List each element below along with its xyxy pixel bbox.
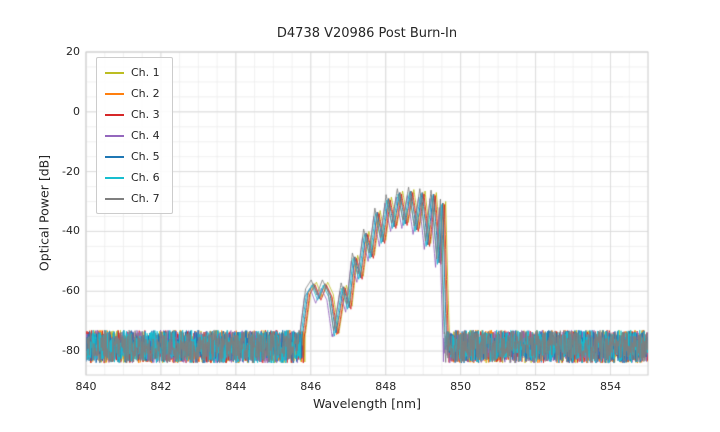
legend-line-swatch <box>105 134 124 137</box>
legend-entry: Ch. 4 <box>105 125 160 146</box>
x-tick-label: 852 <box>525 380 547 393</box>
legend-label: Ch. 5 <box>131 150 160 163</box>
legend-label: Ch. 4 <box>131 129 160 142</box>
legend-label: Ch. 3 <box>131 108 160 121</box>
legend-label: Ch. 6 <box>131 171 160 184</box>
y-tick-label: 0 <box>73 104 80 118</box>
legend-label: Ch. 7 <box>131 192 160 205</box>
legend-entry: Ch. 5 <box>105 146 160 167</box>
legend-label: Ch. 2 <box>131 87 160 100</box>
x-tick-label: 850 <box>450 380 472 393</box>
x-tick-label: 844 <box>225 380 247 393</box>
legend-line-swatch <box>105 155 124 158</box>
legend-entry: Ch. 3 <box>105 104 160 125</box>
x-tick-label: 846 <box>300 380 322 393</box>
y-tick-label: -20 <box>62 164 80 178</box>
y-tick-label: -60 <box>62 284 80 298</box>
legend-entry: Ch. 1 <box>105 62 160 83</box>
x-tick-label: 848 <box>375 380 397 393</box>
legend-entry: Ch. 2 <box>105 83 160 104</box>
x-axis-label: Wavelength [nm] <box>313 396 421 411</box>
chart-title: D4738 V20986 Post Burn-In <box>276 26 458 41</box>
y-tick-label: -80 <box>62 344 80 358</box>
legend-line-swatch <box>105 71 124 74</box>
legend-line-swatch <box>105 176 124 179</box>
legend-line-swatch <box>105 92 124 95</box>
x-tick-label: 854 <box>600 380 622 393</box>
legend-label: Ch. 1 <box>131 66 160 79</box>
y-tick-label: 20 <box>66 45 80 58</box>
legend-line-swatch <box>105 197 124 200</box>
legend-entry: Ch. 6 <box>105 167 160 188</box>
legend-entry: Ch. 7 <box>105 188 160 209</box>
legend-line-swatch <box>105 113 124 116</box>
x-tick-label: 840 <box>75 380 97 393</box>
x-tick-label: 842 <box>150 380 172 393</box>
y-tick-label: -40 <box>62 224 80 238</box>
legend: Ch. 1 Ch. 2 Ch. 3 Ch. 4 Ch. 5 Ch. 6 Ch. 7 <box>96 57 173 214</box>
